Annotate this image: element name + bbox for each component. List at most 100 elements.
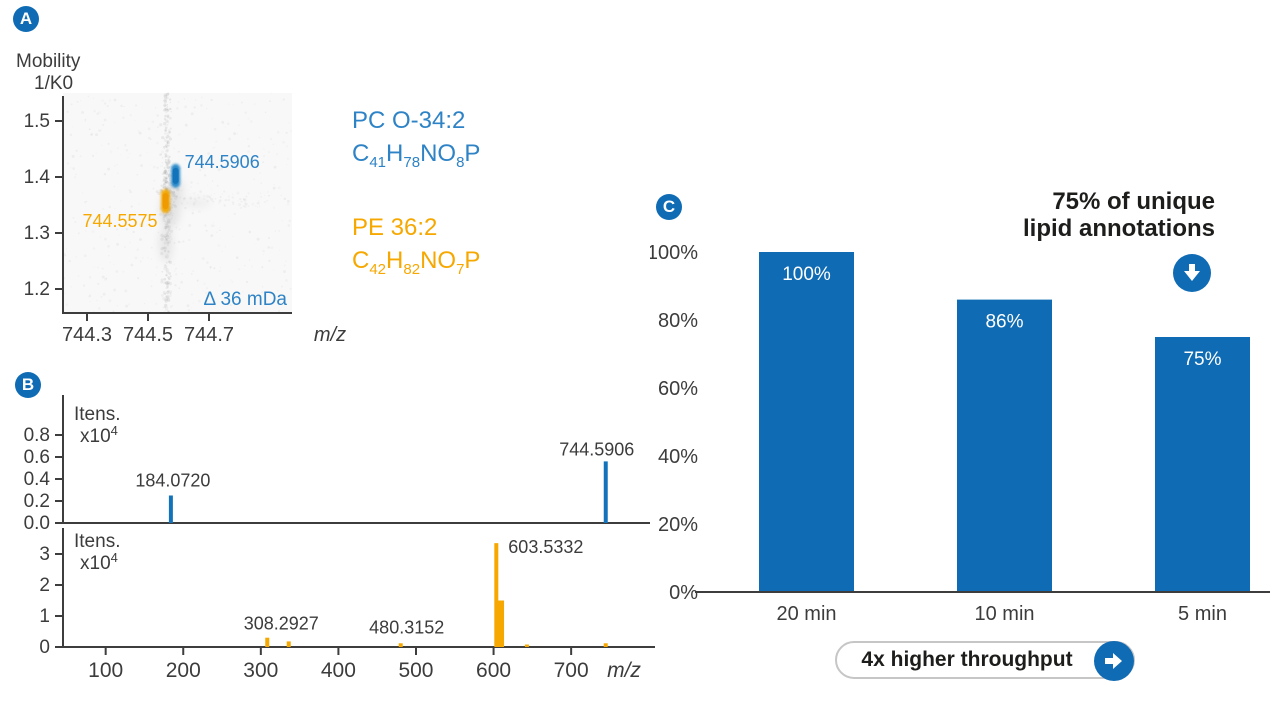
noise-dot xyxy=(166,180,169,184)
noise-dot xyxy=(190,181,193,184)
noise-dot xyxy=(85,230,87,232)
noise-dot xyxy=(273,299,276,302)
noise-dot xyxy=(259,192,262,194)
category-label: 5 min xyxy=(1178,603,1227,625)
noise-dot xyxy=(90,132,94,136)
noise-dot xyxy=(194,111,195,112)
noise-dot xyxy=(236,132,239,135)
noise-dot xyxy=(231,196,234,199)
noise-dot xyxy=(70,103,73,106)
noise-dot xyxy=(147,127,151,131)
noise-dot xyxy=(264,111,267,114)
noise-dot xyxy=(163,170,167,174)
noise-dot xyxy=(277,289,279,292)
heatmap-point-label-orange: 744.5575 xyxy=(82,211,157,231)
noise-dot xyxy=(191,212,194,215)
noise-dot xyxy=(216,184,219,187)
noise-dot xyxy=(69,167,72,169)
y-tick-label: 3 xyxy=(39,544,50,565)
noise-dot xyxy=(192,192,196,195)
noise-dot xyxy=(115,270,119,273)
noise-dot xyxy=(160,152,163,156)
noise-dot xyxy=(85,200,88,203)
noise-dot xyxy=(91,154,95,158)
noise-dot xyxy=(286,157,289,160)
noise-dot xyxy=(162,184,165,186)
noise-dot xyxy=(165,162,168,165)
noise-dot xyxy=(239,200,242,203)
noise-dot xyxy=(177,240,181,244)
noise-dot xyxy=(223,190,226,193)
noise-dot xyxy=(167,139,169,142)
noise-dot xyxy=(233,132,237,136)
noise-dot xyxy=(209,267,212,269)
noise-dot xyxy=(165,136,168,139)
noise-dot xyxy=(229,304,232,307)
noise-dot xyxy=(203,195,206,198)
noise-dot xyxy=(206,261,209,264)
noise-dot xyxy=(190,293,193,296)
noise-dot xyxy=(190,112,194,116)
noise-dot xyxy=(242,291,244,293)
noise-dot xyxy=(217,202,220,205)
noise-dot xyxy=(168,177,171,181)
noise-dot xyxy=(182,240,185,243)
noise-dot xyxy=(129,153,131,155)
noise-dot xyxy=(222,193,224,195)
noise-dot xyxy=(276,130,280,134)
noise-dot xyxy=(222,121,225,125)
noise-dot xyxy=(165,165,168,168)
noise-dot xyxy=(162,146,165,149)
noise-dot xyxy=(229,279,232,281)
noise-dot xyxy=(109,150,112,153)
noise-dot xyxy=(162,179,166,182)
noise-dot xyxy=(182,197,185,200)
noise-dot xyxy=(228,103,230,105)
noise-dot xyxy=(91,230,95,233)
noise-dot xyxy=(167,116,170,119)
noise-dot xyxy=(163,132,167,135)
noise-dot xyxy=(267,191,269,193)
noise-dot xyxy=(259,172,262,174)
noise-dot xyxy=(167,158,170,161)
noise-dot xyxy=(238,124,240,127)
noise-dot xyxy=(238,268,241,271)
noise-dot xyxy=(160,278,164,282)
noise-dot xyxy=(211,118,213,120)
noise-dot xyxy=(157,231,160,234)
noise-dot xyxy=(156,166,159,169)
noise-dot xyxy=(196,279,200,282)
y-tick-label: 1.5 xyxy=(24,111,50,132)
noise-dot xyxy=(170,111,172,113)
noise-dot xyxy=(257,200,260,202)
noise-dot xyxy=(218,284,221,287)
panel-c-title: 75% of unique lipid annotations xyxy=(1023,188,1215,242)
noise-dot xyxy=(149,138,152,141)
x-tick-label: 400 xyxy=(321,659,356,682)
noise-dot xyxy=(96,299,98,302)
noise-dot xyxy=(134,104,138,107)
noise-dot xyxy=(102,292,106,296)
noise-dot xyxy=(261,286,264,288)
noise-dot xyxy=(127,303,130,306)
noise-dot xyxy=(219,195,222,198)
y-tick-label: 40% xyxy=(658,446,698,468)
noise-dot xyxy=(169,179,171,182)
noise-dot xyxy=(71,154,75,158)
noise-dot xyxy=(216,231,218,233)
noise-dot xyxy=(262,161,264,164)
noise-dot xyxy=(114,208,116,210)
noise-dot xyxy=(77,275,80,277)
noise-dot xyxy=(168,135,171,138)
noise-dot xyxy=(165,124,167,127)
y-tick-label: 0.6 xyxy=(24,447,50,468)
noise-dot xyxy=(159,123,163,127)
noise-dot xyxy=(163,93,168,97)
noise-dot xyxy=(128,188,131,192)
noise-dot xyxy=(151,120,155,124)
noise-dot xyxy=(160,280,164,284)
noise-dot xyxy=(127,156,129,159)
noise-dot xyxy=(167,167,170,170)
noise-dot xyxy=(273,165,277,169)
noise-dot xyxy=(256,202,258,204)
